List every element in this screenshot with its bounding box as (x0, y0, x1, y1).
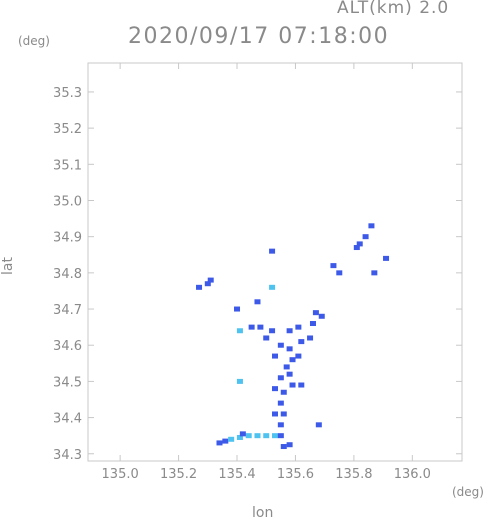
echo-cell (263, 335, 270, 341)
y-tick-label: 35.1 (53, 158, 82, 173)
echo-cell (204, 281, 211, 287)
echo-cell (353, 245, 360, 251)
echo-cell (371, 270, 378, 276)
echo-cell (286, 442, 293, 448)
y-tick-label: 35.0 (53, 194, 82, 209)
plot-frame (87, 62, 463, 462)
echo-cell (336, 270, 343, 276)
echo-cell (277, 342, 284, 348)
echo-cell (298, 339, 305, 345)
y-axis-unit: (deg) (18, 34, 50, 48)
echo-cell (286, 328, 293, 334)
x-tick-label: 135.4 (218, 467, 255, 482)
y-tick-label: 34.7 (53, 303, 82, 318)
echo-cell (234, 306, 241, 312)
echo-cell (362, 234, 369, 240)
echo-cell (286, 371, 293, 377)
echo-cell (272, 411, 278, 417)
datetime-title: 2020/09/17 07:18:00 (128, 24, 390, 49)
echo-cell (309, 321, 316, 327)
echo-cell (280, 444, 287, 450)
echo-cell (269, 284, 276, 290)
echo-cell (280, 389, 287, 395)
x-tick-label: 136.0 (394, 467, 431, 482)
y-tick-label: 35.3 (53, 86, 82, 101)
echo-cell (356, 241, 363, 247)
echo-cell (239, 431, 246, 437)
x-tick-label: 135.8 (335, 467, 372, 482)
echo-cell (236, 378, 243, 384)
echo-cell (236, 434, 243, 440)
echo-cell (222, 438, 229, 444)
echo-cell (269, 248, 276, 254)
echo-cell (269, 328, 276, 334)
echo-cell (277, 433, 284, 439)
echo-cell (228, 436, 235, 442)
tick-layer: 34.3 34.4 34.5 34.6 34.7 34.8 34.9 35.0 35.1 35.2… (53, 63, 462, 482)
y-tick-label: 34.8 (53, 267, 82, 282)
echo-cell (245, 433, 252, 439)
y-tick-label: 34.3 (53, 448, 82, 463)
echo-cell (295, 353, 302, 359)
x-tick-label: 135.2 (160, 467, 197, 482)
echo-cell (286, 346, 293, 352)
altitude-label: ALT(km) 2.0 (337, 0, 450, 18)
echo-layer (196, 223, 390, 450)
echo-cell (254, 299, 261, 305)
echo-cell (272, 433, 278, 439)
echo-cell (263, 433, 270, 439)
echo-cell (312, 310, 319, 316)
echo-cell (277, 375, 284, 381)
echo-cell (277, 422, 284, 428)
echo-cell (283, 364, 290, 370)
echo-cell (307, 335, 314, 341)
x-tick-label: 135.0 (102, 467, 139, 482)
x-axis-unit: (deg) (452, 485, 484, 499)
echo-cell (216, 440, 223, 446)
echo-cell (277, 400, 284, 406)
y-tick-label: 35.2 (53, 122, 82, 137)
echo-cell (257, 324, 264, 330)
y-tick-label: 34.6 (53, 339, 82, 354)
echo-cell (330, 263, 337, 269)
echo-cell (315, 422, 322, 428)
echo-cell (248, 324, 255, 330)
echo-cell (207, 277, 214, 283)
echo-cell (272, 353, 278, 359)
echo-cell (272, 386, 278, 392)
y-tick-label: 34.9 (53, 231, 82, 246)
echo-cell (318, 313, 325, 319)
echo-cell (280, 411, 287, 417)
echo-cell (289, 382, 296, 388)
echo-cell (368, 223, 375, 229)
x-tick-label: 135.6 (277, 467, 314, 482)
echo-cell (298, 382, 305, 388)
echo-cell (196, 284, 203, 290)
y-tick-label: 34.4 (53, 412, 82, 427)
echo-cell (254, 433, 261, 439)
y-tick-label: 34.5 (53, 375, 82, 390)
echo-cell (236, 328, 243, 334)
echo-cell (383, 255, 390, 261)
echo-cell (295, 324, 302, 330)
x-axis-label: lon (252, 505, 274, 521)
echo-cell (289, 357, 296, 363)
